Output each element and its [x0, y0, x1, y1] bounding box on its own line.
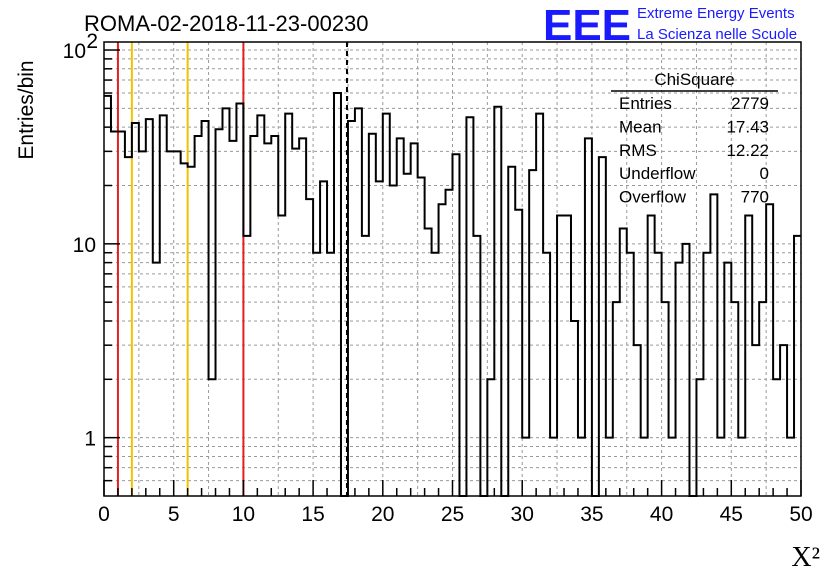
- stats-row-label: Mean: [619, 117, 662, 136]
- logo-mark: EEE: [543, 1, 631, 50]
- x-tick-label: 50: [789, 503, 812, 526]
- y-tick-label: 1: [84, 428, 96, 451]
- stats-row-label: RMS: [619, 141, 657, 160]
- histogram-series: [104, 92, 801, 497]
- x-tick-label: 15: [301, 503, 324, 526]
- logo-line-2: La Scienza nelle Scuole: [637, 26, 797, 43]
- x-tick-label: 20: [371, 503, 394, 526]
- x-tick-label: 0: [98, 503, 110, 526]
- stats-row-label: Underflow: [619, 164, 696, 183]
- x-tick-label: 30: [511, 503, 534, 526]
- stats-row-value: 2779: [731, 94, 769, 113]
- y-axis-label: Entries/bin: [15, 60, 38, 159]
- stats-title: ChiSquare: [654, 70, 734, 89]
- stats-row-value: 770: [741, 188, 769, 207]
- stats-row-value: 0: [760, 164, 769, 183]
- logo-line-1: Extreme Energy Events: [637, 5, 795, 22]
- x-tick-label: 5: [168, 503, 180, 526]
- stats-row-value: 12.22: [726, 141, 769, 160]
- y-tick-label: 10: [73, 234, 96, 257]
- y-tick-label: 10: [63, 40, 86, 63]
- x-tick-label: 40: [650, 503, 673, 526]
- axis-ticks: [103, 49, 802, 496]
- chart-title: ROMA-02-2018-11-23-00230: [84, 11, 369, 36]
- y-tick-exponent: 2: [86, 30, 98, 53]
- stats-row-label: Overflow: [619, 188, 687, 207]
- x-tick-label: 35: [580, 503, 603, 526]
- eee-logo: EEE Extreme Energy Events La Scienza nel…: [543, 1, 797, 50]
- x-axis-label: X²: [791, 542, 820, 572]
- stats-row-label: Entries: [619, 94, 672, 113]
- x-tick-label: 25: [441, 503, 464, 526]
- x-tick-label: 10: [232, 503, 255, 526]
- stats-row-value: 17.43: [726, 117, 769, 136]
- x-tick-label: 45: [720, 503, 743, 526]
- stats-box: ChiSquare Entries 2779 Mean 17.43 RMS 12.22 Und…: [611, 70, 778, 207]
